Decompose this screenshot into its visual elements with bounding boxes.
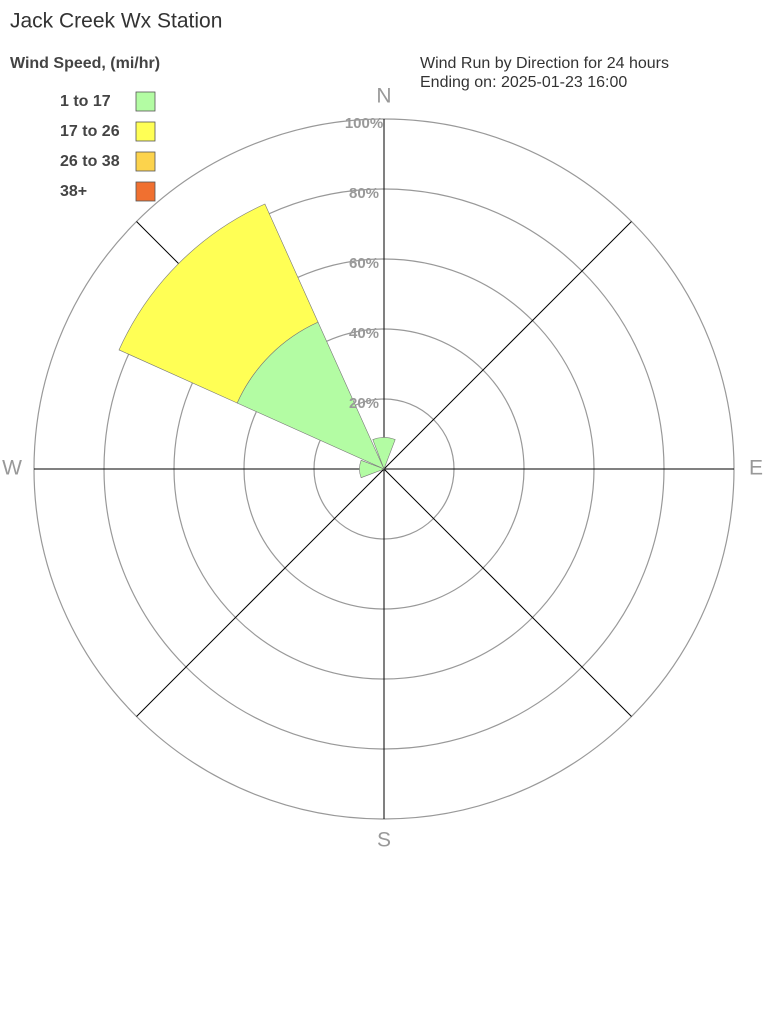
r-tick-label: 60% — [349, 255, 379, 272]
chart-title: Jack Creek Wx Station — [10, 10, 222, 33]
legend-label: 38+ — [60, 183, 87, 200]
r-tick-label: 20% — [349, 395, 379, 412]
direction-label: N — [376, 85, 391, 108]
wedge — [359, 459, 385, 479]
legend-title: Wind Speed, (mi/hr) — [10, 55, 160, 72]
direction-label: E — [749, 457, 763, 480]
legend-swatch — [135, 181, 156, 202]
legend-swatch — [135, 91, 156, 112]
legend-swatch — [135, 121, 156, 142]
subtitle: Ending on: 2025-01-23 16:00 — [420, 74, 627, 91]
direction-label: W — [2, 457, 22, 480]
wedge — [372, 437, 396, 470]
r-tick-label: 40% — [349, 325, 379, 342]
r-tick-label: 100% — [345, 115, 383, 132]
legend-label: 17 to 26 — [60, 123, 120, 140]
legend-label: 1 to 17 — [60, 93, 111, 110]
legend-label: 26 to 38 — [60, 153, 120, 170]
spoke — [136, 468, 385, 717]
legend-swatch — [135, 151, 156, 172]
wedge — [118, 203, 319, 404]
direction-label: S — [377, 829, 391, 852]
spoke — [383, 221, 632, 470]
spoke — [383, 468, 632, 717]
subtitle: Wind Run by Direction for 24 hours — [420, 55, 669, 72]
r-tick-label: 80% — [349, 185, 379, 202]
